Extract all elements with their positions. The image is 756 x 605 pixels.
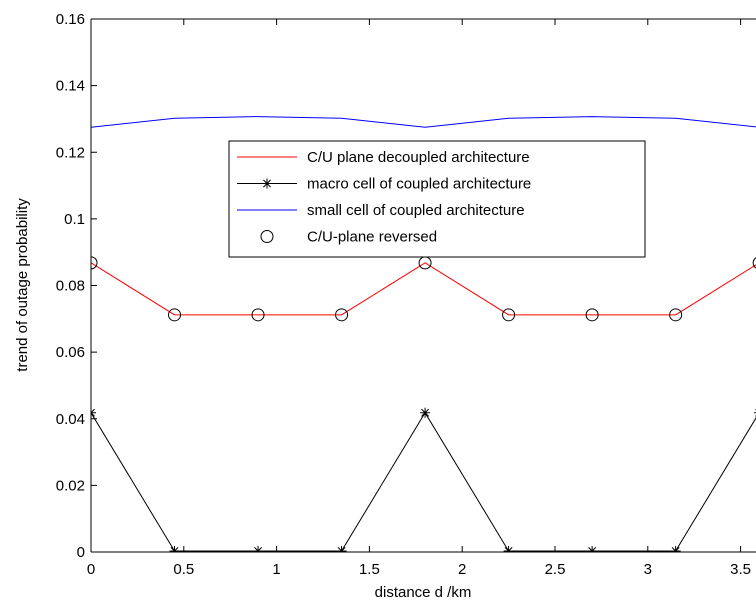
axes-layer: 0 0.5 1 1.5 2 2.5 3 3.5 0 0.02 0.04 0.06 0.08 0.1 0.12… — [56, 11, 756, 578]
data-point-star — [420, 407, 431, 418]
x-tick-label: 2.5 — [545, 561, 566, 578]
data-point-circle — [91, 256, 98, 270]
data-point-star — [336, 546, 347, 552]
data-point-star — [503, 546, 514, 552]
x-tick-label: 3.5 — [730, 561, 751, 578]
y-tick-label: 0.08 — [56, 278, 85, 295]
y-axis-label: trend of outage probability — [14, 198, 31, 372]
data-point-circle — [335, 308, 349, 322]
data-point-star — [587, 546, 598, 552]
y-tick-label: 0 — [77, 544, 85, 561]
data-point-star — [670, 546, 681, 552]
x-tick-label: 0 — [87, 561, 95, 578]
y-tick-label: 0.02 — [56, 477, 85, 494]
x-tick-label: 3 — [644, 561, 652, 578]
data-point-circle — [669, 308, 683, 322]
x-tick-label: 1.5 — [359, 561, 380, 578]
y-tick-label: 0.04 — [56, 411, 85, 428]
data-point-circle — [251, 308, 265, 322]
y-tick-label: 0.12 — [56, 144, 85, 161]
x-tick-label: 2 — [458, 561, 466, 578]
legend: C/U plane decoupled architecture macro ce… — [228, 140, 646, 258]
data-point-star — [169, 546, 180, 552]
data-point-circle — [502, 308, 516, 322]
legend-marker-star — [262, 178, 272, 189]
x-tick-label: 0.5 — [173, 561, 194, 578]
y-tick-label: 0.06 — [56, 344, 85, 361]
legend-label: small cell of coupled architecture — [307, 202, 525, 219]
y-tick-label: 0.14 — [56, 78, 85, 95]
data-point-circle — [585, 308, 599, 322]
y-tick-label: 0.1 — [64, 211, 85, 228]
x-axis-label: distance d /km — [375, 584, 472, 601]
legend-label: macro cell of coupled architecture — [307, 176, 531, 193]
series-line-1 — [91, 411, 756, 552]
x-tick-label: 1 — [272, 561, 280, 578]
series-line-0 — [91, 262, 756, 316]
legend-label: C/U plane decoupled architecture — [307, 149, 530, 166]
data-point-star — [253, 546, 264, 552]
legend-label: C/U-plane reversed — [307, 229, 437, 246]
series-line-2 — [91, 116, 756, 128]
legend-box — [228, 140, 646, 258]
legend-marker-circle — [260, 230, 274, 243]
y-tick-label: 0.16 — [56, 11, 85, 28]
data-point-circle — [752, 257, 756, 269]
data-point-circle — [168, 308, 182, 322]
